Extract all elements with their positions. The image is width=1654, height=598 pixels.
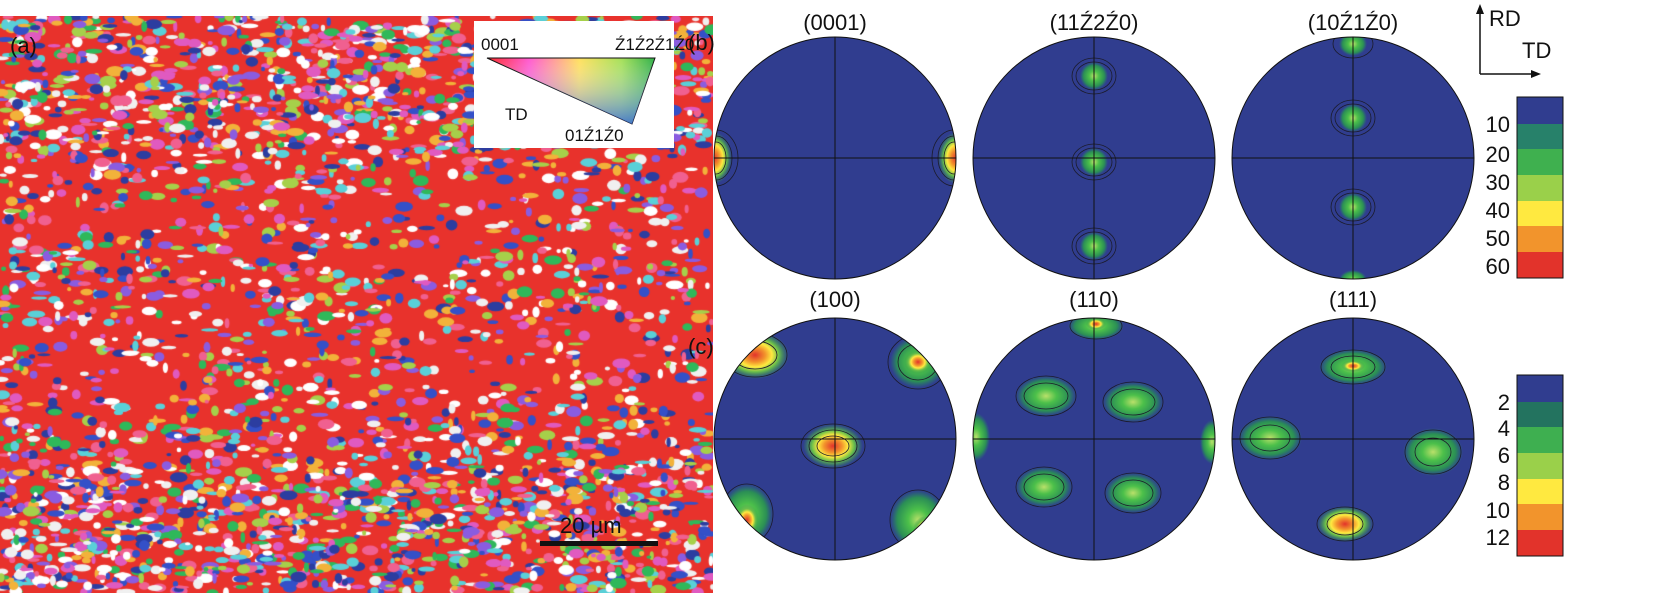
pole-figure-111 [1231, 317, 1475, 561]
colorbar-c-tick: 10 [1486, 498, 1510, 523]
ipf-legend: 0001 Ź1Ź2Ź1Ź0 01Ź1Ź0 TD [474, 21, 694, 148]
ipf-td-label: TD [505, 105, 528, 124]
colorbar-b-band [1517, 201, 1563, 226]
colorbar-c-band [1517, 427, 1563, 453]
colorbar-c-band [1517, 479, 1563, 504]
pole-figure-1120 [972, 36, 1216, 280]
colorbar-b-band [1517, 175, 1563, 201]
colorbar-b-tick: 60 [1486, 254, 1510, 279]
colorbar-b-tick: 50 [1486, 226, 1510, 251]
panel-b-label: (b) [688, 30, 715, 55]
colorbar-b-tick: 30 [1486, 170, 1510, 195]
colorbar-c-tick: 6 [1498, 443, 1510, 468]
colorbar-c-band [1517, 530, 1563, 556]
colorbar-c-tick: 12 [1486, 525, 1510, 550]
td-label: TD [1522, 38, 1551, 63]
scale-bar: 20 µm [540, 513, 658, 546]
colorbar-c-band [1517, 375, 1563, 402]
colorbar-b-tick: 40 [1486, 198, 1510, 223]
ipf-corner-0110: 01Ź1Ź0 [565, 126, 624, 145]
pole-figure-100 [713, 317, 957, 561]
pole-title-111: (111) [1329, 287, 1377, 312]
colorbar-c-band [1517, 504, 1563, 530]
colorbar-b-band [1517, 252, 1563, 278]
pole-title-1120: (11Ź2Ź0) [1050, 10, 1139, 35]
colorbar-b: 10 20 30 40 50 60 [1486, 96, 1564, 279]
colorbar-c-tick: 8 [1498, 470, 1510, 495]
colorbar-c-tick: 4 [1498, 416, 1510, 441]
pole-figure-110 [972, 317, 1216, 561]
colorbar-c-band [1517, 402, 1563, 427]
colorbar-b-tick: 10 [1486, 112, 1510, 137]
colorbar-c: 2 4 6 8 10 12 [1486, 374, 1564, 557]
colorbar-b-band [1517, 149, 1563, 175]
panel-c-label: (c) [688, 334, 714, 359]
pole-title-110: (110) [1069, 287, 1119, 312]
colorbar-b-band [1517, 97, 1563, 124]
ipf-corner-1210: Ź1Ź2Ź1Ź0 [615, 35, 694, 54]
rd-td-axes: RD TD [1476, 4, 1551, 78]
pole-title-100: (100) [809, 287, 860, 312]
colorbar-b-band [1517, 124, 1563, 149]
rd-label: RD [1489, 6, 1521, 31]
pole-title-1010: (10Ź1Ź0) [1308, 10, 1398, 35]
pole-figure-1010 [1231, 36, 1475, 280]
pole-title-0001: (0001) [803, 10, 867, 35]
ipf-corner-0001: 0001 [481, 35, 519, 54]
colorbar-b-band [1517, 226, 1563, 252]
colorbar-c-band [1517, 453, 1563, 479]
colorbar-c-tick: 2 [1498, 390, 1510, 415]
colorbar-b-tick: 20 [1486, 142, 1510, 167]
panel-a-label: (a) [10, 33, 37, 58]
pole-figure-0001 [713, 36, 957, 280]
scale-bar-label: 20 µm [560, 513, 622, 538]
